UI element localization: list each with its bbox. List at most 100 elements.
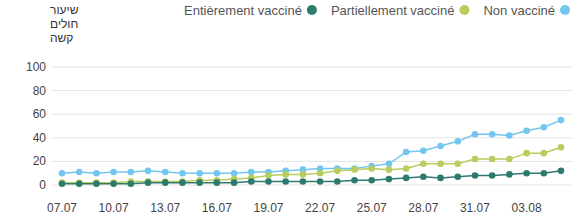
x-tick-label: 07.07 [47,201,77,215]
data-point [300,171,307,178]
y-tick-label: 20 [33,154,47,168]
data-point [506,171,513,178]
data-point [420,147,427,154]
data-point [523,127,530,134]
data-point [265,172,272,179]
x-tick-label: 10.07 [99,201,129,215]
y-axis-label: שיעורחוליםקשה [50,3,79,45]
data-point [454,138,461,145]
data-point [265,178,272,185]
data-point [523,150,530,157]
data-point [110,169,117,176]
legend-label: Partiellement vacciné [331,3,455,18]
grid-line [52,67,572,68]
data-point [558,144,565,151]
series [59,117,565,177]
data-point [162,169,169,176]
data-point [454,160,461,167]
data-point [110,181,117,188]
data-point [454,173,461,180]
data-point [179,170,186,177]
data-point [145,168,152,175]
x-tick-label: 22.07 [305,201,335,215]
x-tick-label: 19.07 [253,201,283,215]
data-point [145,179,152,186]
legend-swatch [307,5,317,15]
data-point [386,176,393,183]
data-point [489,156,496,163]
data-point [506,156,513,163]
data-point [248,169,255,176]
data-point [334,178,341,185]
data-point [93,170,100,177]
data-point [403,175,410,182]
x-tick-label: 13.07 [150,201,180,215]
plot-area [59,117,565,187]
data-point [540,170,547,177]
data-point [351,166,358,173]
data-point [472,131,479,138]
data-point [489,172,496,179]
legend-label: Entièrement vacciné [184,3,302,18]
x-tick-label: 16.07 [202,201,232,215]
y-tick-label: 0 [39,178,46,192]
legend: Non vacciné Partiellement vacciné Entièrem… [184,3,570,18]
grid-line [52,90,572,91]
series-line [62,147,561,182]
data-point [248,178,255,185]
x-tick-label: 31.07 [460,201,490,215]
data-point [76,169,83,176]
data-point [540,150,547,157]
data-point [59,181,66,188]
legend-label: Non vacciné [483,3,555,18]
series-line [62,120,561,173]
data-point [128,169,135,176]
chart: שיעורחוליםקשה 0 20 40 60 80 100 07.07 10.07 13.07… [0,0,582,218]
x-tick-label: 25.07 [357,201,387,215]
data-point [386,166,393,173]
x-tick-label: 03.08 [512,201,542,215]
data-point [59,170,66,177]
data-point [351,177,358,184]
grid-line [52,137,572,138]
y-tick-label: 100 [26,60,46,74]
y-tick-label: 60 [33,107,47,121]
data-point [317,178,324,185]
data-point [489,131,496,138]
data-point [437,160,444,167]
data-point [214,170,221,177]
data-point [558,168,565,175]
data-point [540,124,547,131]
data-point [128,181,135,188]
series [59,168,565,188]
data-point [214,179,221,186]
data-point [196,170,203,177]
data-point [386,160,393,167]
data-point [437,175,444,182]
data-point [558,117,565,124]
y-tick-label: 80 [33,84,47,98]
data-point [282,171,289,178]
data-point [472,156,479,163]
data-point [403,165,410,172]
data-point [76,181,83,188]
data-point [403,149,410,156]
data-point [231,170,238,177]
x-tick-label: 28.07 [408,201,438,215]
series [59,144,565,186]
data-point [506,132,513,139]
data-point [162,179,169,186]
grid-line [52,114,572,115]
data-point [523,170,530,177]
y-tick-label: 40 [33,131,47,145]
data-point [334,168,341,175]
data-point [300,178,307,185]
data-point [231,179,238,186]
data-point [420,173,427,180]
data-point [179,179,186,186]
data-point [368,165,375,172]
grid [52,67,572,185]
data-point [282,178,289,185]
series-line [62,171,561,184]
data-point [196,179,203,186]
